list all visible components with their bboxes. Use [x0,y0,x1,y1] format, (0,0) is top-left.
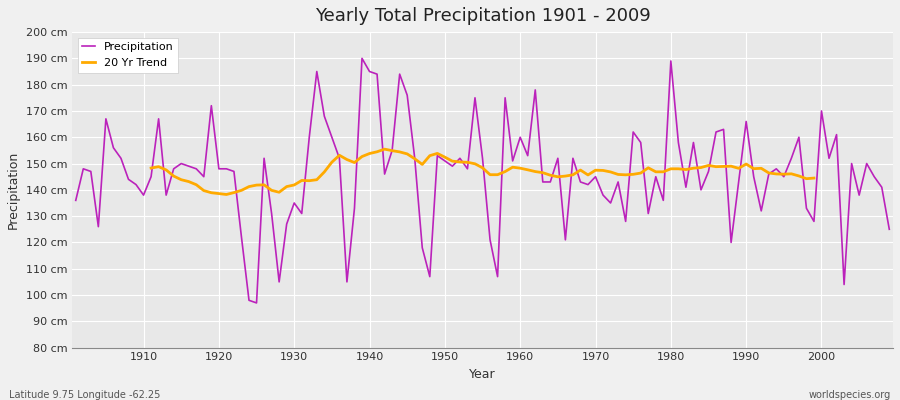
20 Yr Trend [748,166,759,171]
20 Yr Trend [146,166,157,170]
Legend: Precipitation, 20 Yr Trend: Precipitation, 20 Yr Trend [77,38,178,73]
20 Yr Trend [213,191,224,196]
20 Yr Trend [379,147,390,152]
Precipitation [530,88,541,92]
Precipitation [70,198,81,203]
Line: Precipitation: Precipitation [76,58,889,303]
Text: Latitude 9.75 Longitude -62.25: Latitude 9.75 Longitude -62.25 [9,390,160,400]
Precipitation [304,135,315,140]
Precipitation [349,206,360,211]
Text: worldspecies.org: worldspecies.org [809,390,891,400]
20 Yr Trend [500,169,510,174]
X-axis label: Year: Year [469,368,496,381]
20 Yr Trend [417,162,428,167]
Y-axis label: Precipitation: Precipitation [7,151,20,229]
Precipitation [356,56,367,61]
Precipitation [620,219,631,224]
20 Yr Trend [289,182,300,187]
20 Yr Trend [808,176,819,180]
20 Yr Trend [236,188,247,193]
Precipitation [251,300,262,305]
Title: Yearly Total Precipitation 1901 - 2009: Yearly Total Precipitation 1901 - 2009 [315,7,651,25]
20 Yr Trend [221,192,232,197]
Precipitation [884,227,895,232]
Line: 20 Yr Trend: 20 Yr Trend [151,149,814,194]
Precipitation [130,182,141,187]
Precipitation [522,153,533,158]
